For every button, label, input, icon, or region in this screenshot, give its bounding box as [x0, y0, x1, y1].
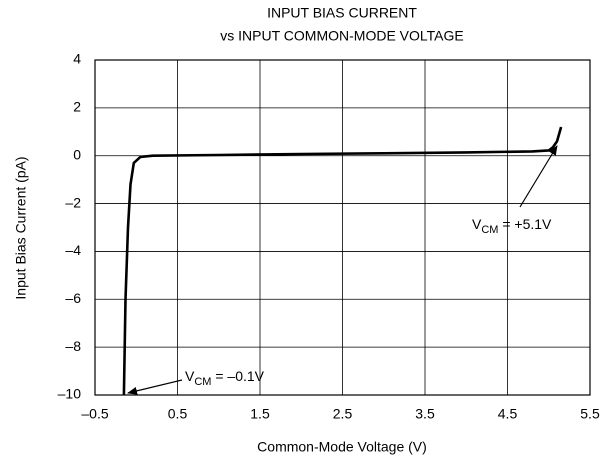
y-tick-label: –6 [65, 290, 81, 306]
plot-frame [94, 59, 591, 396]
y-tick-label: –4 [65, 242, 81, 258]
x-tick-label: 3.5 [415, 406, 435, 422]
x-tick-label: 5.5 [580, 406, 600, 422]
annotation: VCM = –0.1V [185, 368, 265, 388]
chart-title: INPUT BIAS CURRENT [267, 5, 417, 21]
y-tick-label: 4 [73, 51, 81, 67]
y-tick-label: –8 [65, 338, 81, 354]
y-tick-label: 0 [73, 146, 81, 162]
x-tick-label: –0.5 [81, 406, 108, 422]
annotation-subscript: CM [481, 224, 498, 236]
y-axis-label: Input Bias Current (pA) [13, 156, 29, 299]
x-tick-label: 2.5 [333, 406, 353, 422]
annotation-arrow [519, 145, 558, 208]
annotation-arrow [127, 379, 183, 395]
y-tick-label: –10 [58, 386, 82, 402]
x-tick-label: 1.5 [250, 406, 270, 422]
y-tick-label: 2 [73, 99, 81, 115]
annotation-text: = –0.1V [211, 368, 264, 384]
annotation: VCM = +5.1V [472, 216, 552, 236]
x-tick-label: 4.5 [498, 406, 518, 422]
y-tick-label: –2 [65, 194, 81, 210]
annotation-text: V [185, 368, 195, 384]
chart-title: vs INPUT COMMON-MODE VOLTAGE [220, 28, 463, 44]
x-tick-label: 0.5 [168, 406, 188, 422]
annotation-subscript: CM [194, 376, 211, 388]
annotation-text: = +5.1V [498, 216, 552, 232]
x-axis-label: Common-Mode Voltage (V) [257, 439, 427, 455]
annotation-text: V [472, 216, 482, 232]
